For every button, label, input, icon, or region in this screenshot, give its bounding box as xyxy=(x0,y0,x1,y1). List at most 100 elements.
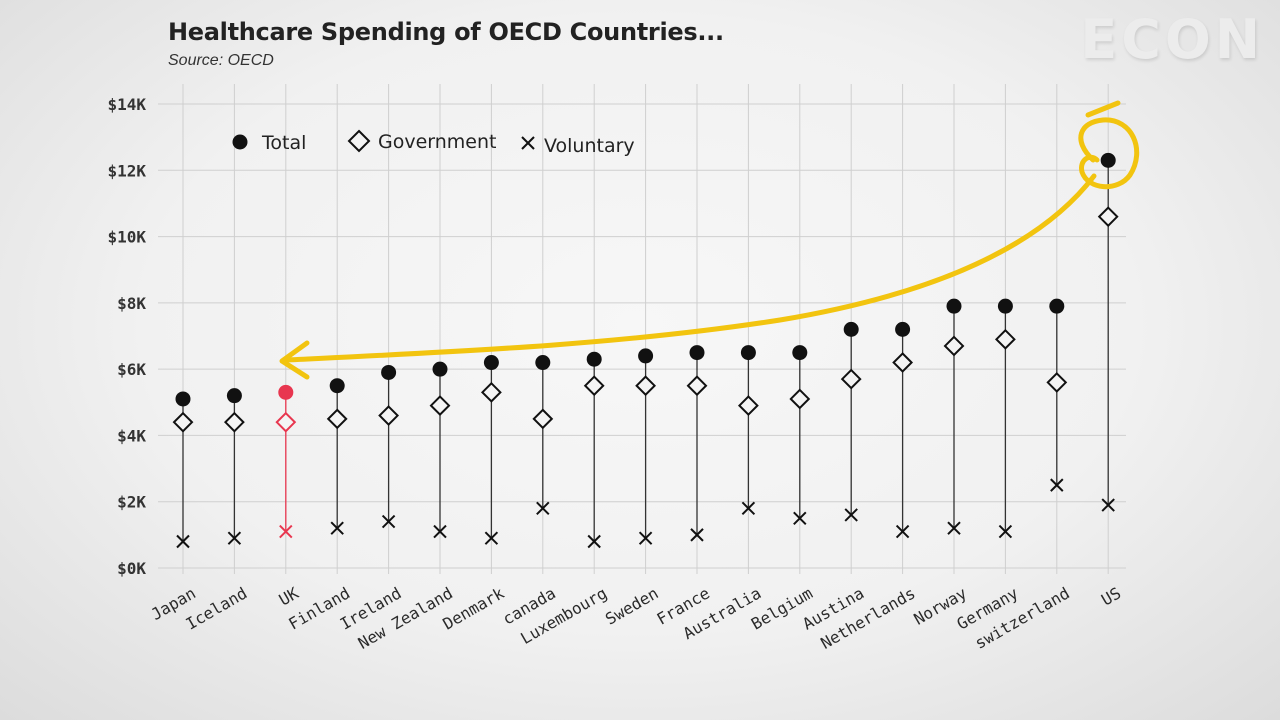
voluntary-marker xyxy=(1050,478,1064,492)
voluntary-marker-stroke xyxy=(484,531,499,545)
y-tick-label: $0K xyxy=(117,559,146,578)
total-marker xyxy=(175,391,191,407)
legend-total-label: Total xyxy=(261,132,306,154)
y-tick-label: $8K xyxy=(117,294,146,313)
y-tick-label: $4K xyxy=(117,426,146,445)
voluntary-marker xyxy=(279,524,293,539)
voluntary-marker-stroke xyxy=(381,514,396,529)
legend-government-icon xyxy=(347,129,371,153)
y-tick-label: $10K xyxy=(107,228,146,247)
total-marker xyxy=(1100,152,1116,168)
total-marker xyxy=(689,345,705,361)
voluntary-marker xyxy=(536,501,550,516)
legend-voluntary-icon xyxy=(521,136,535,150)
total-marker xyxy=(226,388,242,404)
government-marker xyxy=(840,368,862,390)
x-tick-label: UK xyxy=(276,583,303,609)
total-marker xyxy=(535,355,551,371)
voluntary-marker-stroke xyxy=(330,521,344,535)
total-marker xyxy=(586,351,602,367)
government-marker xyxy=(583,375,605,397)
voluntary-marker-stroke xyxy=(227,531,242,545)
voluntary-marker xyxy=(381,514,396,529)
chart-title: Healthcare Spending of OECD Countries... xyxy=(168,18,724,46)
y-axis: $0K $2K $4K $6K $8K $10K $12K $14K xyxy=(107,95,146,578)
total-marker xyxy=(740,345,756,361)
voluntary-marker-stroke xyxy=(433,524,447,539)
legend: Total Government Voluntary xyxy=(232,129,635,157)
total-marker xyxy=(381,364,397,380)
voluntary-marker-stroke xyxy=(793,511,807,525)
government-marker xyxy=(223,411,245,433)
government-marker xyxy=(480,381,502,403)
voluntary-marker xyxy=(176,534,190,549)
government-marker xyxy=(635,375,657,397)
voluntary-marker xyxy=(433,524,447,539)
annotation-circle xyxy=(1078,117,1140,190)
y-tick-label: $6K xyxy=(117,360,146,379)
annotation-arrow-curve xyxy=(283,173,1097,363)
government-marker xyxy=(943,335,965,357)
voluntary-marker-stroke xyxy=(998,524,1013,539)
legend-voluntary-label: Voluntary xyxy=(544,135,635,157)
voluntary-marker-stroke xyxy=(844,508,858,522)
government-marker xyxy=(532,408,554,430)
total-marker xyxy=(329,378,345,394)
voluntary-marker xyxy=(793,511,807,525)
annotation-arrow-head xyxy=(279,340,310,380)
legend-government-label: Government xyxy=(378,131,497,153)
voluntary-marker xyxy=(895,524,910,539)
government-marker xyxy=(737,395,759,417)
voluntary-marker-stroke xyxy=(947,521,961,535)
voluntary-marker xyxy=(844,508,858,522)
voluntary-marker-stroke xyxy=(741,501,756,516)
voluntary-marker-stroke xyxy=(536,501,550,516)
y-tick-label: $2K xyxy=(117,493,146,512)
voluntary-marker xyxy=(227,531,242,545)
government-marker xyxy=(789,388,811,410)
voluntary-marker-stroke xyxy=(690,528,704,542)
chart-subtitle: Source: OECD xyxy=(168,52,274,69)
total-marker xyxy=(483,355,499,371)
voluntary-marker xyxy=(741,501,756,516)
grid xyxy=(158,84,1126,574)
voluntary-marker-stroke xyxy=(279,524,293,539)
government-marker xyxy=(172,411,194,433)
legend-voluntary-icon-stroke xyxy=(521,136,535,150)
y-tick-label: $12K xyxy=(107,161,146,180)
total-marker xyxy=(997,298,1013,314)
voluntary-marker xyxy=(587,534,601,549)
annotation xyxy=(279,100,1140,380)
government-marker xyxy=(1097,206,1119,228)
voluntary-marker-stroke xyxy=(1101,498,1115,512)
government-marker xyxy=(994,328,1016,350)
x-tick-label: US xyxy=(1098,583,1124,609)
voluntary-marker-stroke xyxy=(587,534,601,549)
legend-total-icon xyxy=(232,134,248,150)
voluntary-marker xyxy=(484,531,499,545)
government-marker xyxy=(1046,371,1068,393)
voluntary-marker-stroke xyxy=(895,524,910,539)
voluntary-marker-stroke xyxy=(176,534,190,549)
total-marker xyxy=(946,298,962,314)
government-marker xyxy=(892,352,914,373)
total-marker xyxy=(843,321,859,337)
data-marks xyxy=(172,152,1119,549)
econ-logo: ECON xyxy=(1080,8,1264,71)
total-marker xyxy=(638,348,654,364)
voluntary-marker xyxy=(1101,498,1115,512)
voluntary-marker-stroke xyxy=(1050,478,1064,492)
government-marker xyxy=(378,405,400,426)
annotation-circle-tail xyxy=(1085,100,1121,118)
voluntary-marker-stroke xyxy=(638,531,653,545)
voluntary-marker xyxy=(947,521,961,535)
voluntary-marker xyxy=(638,531,653,545)
total-marker xyxy=(278,384,294,400)
government-marker xyxy=(686,375,708,397)
government-marker xyxy=(429,395,451,417)
total-marker xyxy=(1049,298,1065,314)
y-tick-label: $14K xyxy=(107,95,146,114)
government-marker xyxy=(275,411,297,433)
